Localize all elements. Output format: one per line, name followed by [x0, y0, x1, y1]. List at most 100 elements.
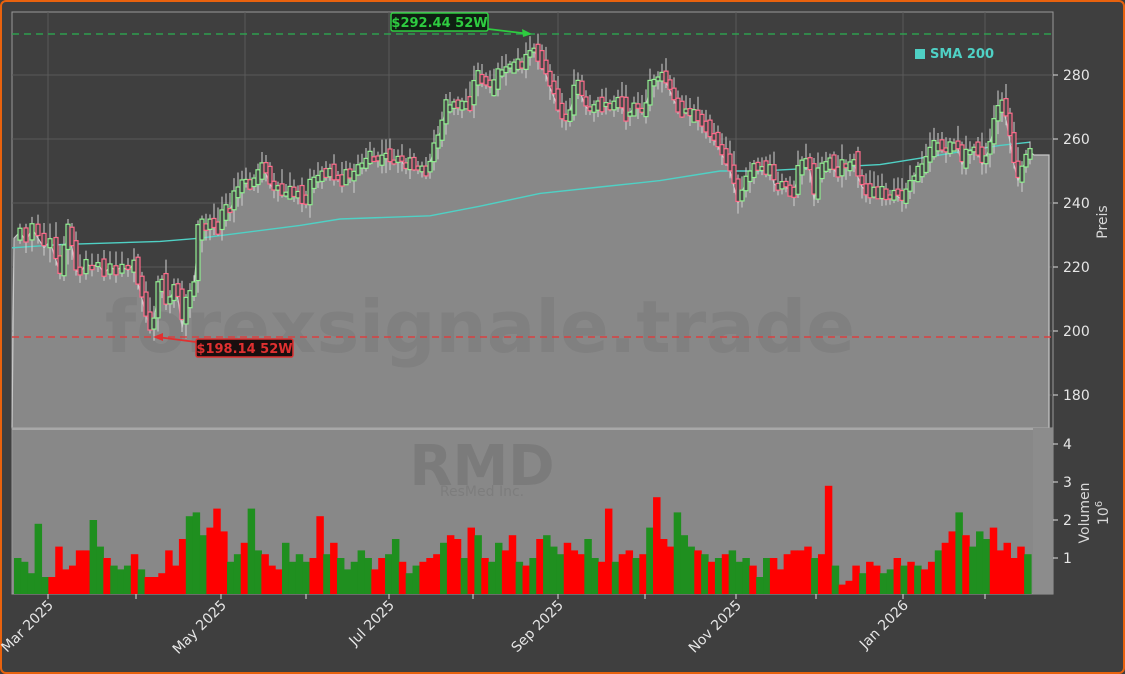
volume-bar — [735, 561, 743, 594]
price-tick-label: 200 — [1063, 324, 1090, 340]
candle-down — [699, 113, 705, 127]
candle-down — [323, 168, 329, 179]
volume-bar — [673, 512, 682, 594]
volume-bar — [398, 561, 407, 594]
candle-down — [579, 80, 585, 97]
volume-bar — [879, 573, 888, 594]
candle-down — [143, 291, 149, 317]
candle-up — [319, 170, 325, 182]
candle-up — [343, 169, 349, 186]
candle-down — [1011, 132, 1017, 164]
candle-up — [239, 179, 245, 194]
candle-down — [727, 153, 733, 172]
candle-down — [339, 174, 345, 187]
candle-up — [255, 169, 261, 186]
volume-axis: 4 3 2 1 — [1053, 437, 1072, 567]
candle-down — [783, 180, 789, 188]
candle-up — [495, 68, 501, 90]
candle-down — [175, 283, 181, 298]
candle-up — [523, 53, 529, 70]
volume-bar — [323, 554, 331, 594]
candle-up — [439, 119, 445, 141]
x-tick-label: Nov 2025 — [686, 598, 745, 657]
volume-bar — [529, 558, 537, 594]
candle-up — [419, 165, 425, 173]
candle-up — [47, 238, 53, 249]
volume-bar — [295, 554, 304, 594]
candle-up — [507, 63, 513, 69]
volume-bar — [921, 569, 929, 594]
candle-down — [559, 102, 565, 120]
volume-bar — [687, 546, 695, 594]
x-axis: Mar 2025 May 2025 Jul 2025 Sep 2025 Nov 2025… — [0, 594, 986, 658]
volume-bar — [838, 584, 847, 594]
volume-bar — [426, 558, 434, 594]
volume-bar — [240, 542, 249, 594]
candle-up — [251, 177, 257, 188]
candle-down — [387, 148, 393, 163]
candle-up — [567, 109, 573, 122]
candle-up — [207, 218, 213, 230]
volume-bar — [405, 573, 414, 594]
candle-up — [395, 155, 401, 163]
volume-bar — [378, 558, 386, 594]
volume-bar — [151, 577, 159, 594]
volume-bar — [48, 577, 56, 594]
volume-bar — [907, 561, 915, 594]
volume-bar — [742, 558, 750, 594]
volume-bar — [1010, 558, 1018, 594]
candle-up — [967, 150, 973, 156]
volume-bar — [453, 539, 462, 594]
candle-up — [243, 178, 249, 184]
volume-bar — [357, 550, 366, 594]
volume-bar — [783, 554, 792, 594]
candle-up — [195, 224, 201, 282]
volume-bar — [288, 561, 297, 594]
x-tick-label: Mar 2025 — [0, 598, 57, 656]
volume-bar — [666, 546, 675, 594]
candle-down — [487, 79, 493, 88]
candle-up — [29, 223, 35, 241]
candle-up — [287, 185, 293, 200]
candle-down — [375, 155, 381, 162]
candle-down — [771, 164, 777, 181]
volume-bar — [763, 558, 771, 594]
candle-up — [491, 79, 497, 97]
volume-bar — [515, 561, 524, 594]
volume-bar — [281, 542, 290, 594]
candle-down — [263, 162, 269, 174]
legend-sma-label[interactable]: SMA 200 — [930, 47, 994, 62]
volume-bar — [694, 550, 702, 594]
volume-bar — [440, 542, 448, 594]
volume-bar — [632, 558, 640, 594]
candle-down — [455, 99, 461, 109]
volume-bar — [82, 550, 91, 594]
volume-bar — [556, 554, 565, 594]
price-tick-label: 240 — [1063, 196, 1090, 212]
volume-bar — [625, 550, 634, 594]
volume-bar — [206, 527, 214, 594]
volume-bar — [852, 565, 860, 594]
volume-bar — [199, 535, 207, 594]
volume-bar — [1017, 546, 1025, 594]
candle-up — [155, 281, 161, 319]
candle-up — [451, 101, 457, 110]
candle-down — [483, 76, 489, 86]
candle-up — [907, 180, 913, 192]
candle-up — [351, 170, 357, 182]
volume-bar — [275, 569, 283, 594]
candle-up — [259, 162, 265, 180]
candle-down — [53, 236, 59, 260]
candle-up — [471, 79, 477, 106]
volume-bar — [817, 554, 826, 594]
candle-down — [203, 223, 209, 231]
candle-down — [391, 159, 397, 165]
candle-up — [499, 69, 505, 77]
candle-down — [979, 146, 985, 164]
volume-bar — [872, 565, 881, 594]
candle-up — [503, 66, 509, 74]
volume-bar — [20, 561, 29, 594]
candle-down — [227, 208, 233, 214]
volume-bar — [371, 569, 379, 594]
x-tick-label: Jul 2025 — [346, 598, 398, 650]
